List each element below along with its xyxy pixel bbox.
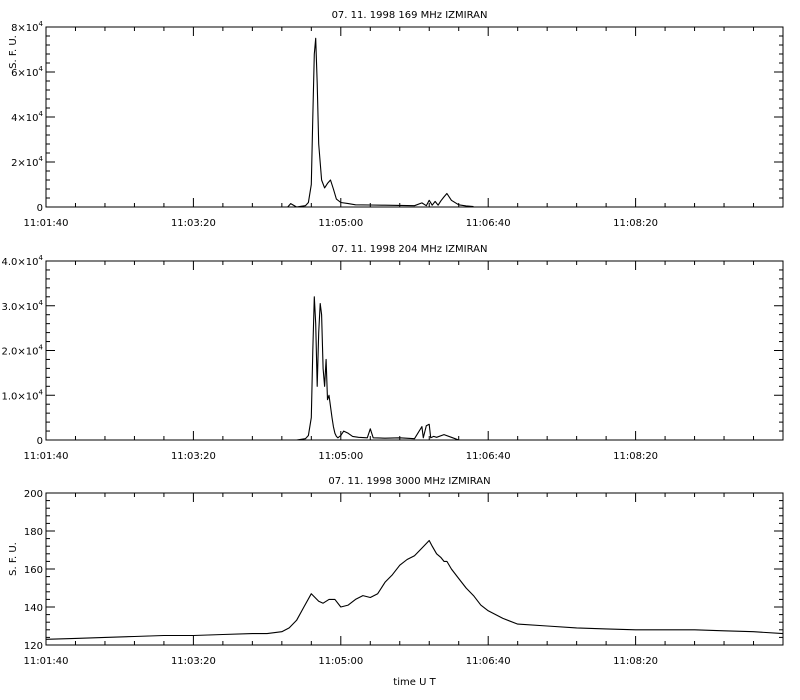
y-axis-label: S. F. U. bbox=[8, 35, 19, 69]
x-tick-label: 11:03:20 bbox=[171, 218, 216, 229]
y-tick-label: 120 bbox=[24, 641, 43, 652]
y-tick-label: 160 bbox=[24, 565, 43, 576]
plot-frame bbox=[45, 260, 784, 441]
chart-title: 07. 11. 1998 3000 MHz IZMIRAN bbox=[328, 476, 490, 487]
chart-title: 07. 11. 1998 169 MHz IZMIRAN bbox=[332, 10, 488, 21]
x-tick-label: 11:01:40 bbox=[24, 656, 69, 667]
y-tick-label: 0 bbox=[37, 436, 43, 447]
y-tick-label: 0 bbox=[37, 203, 43, 214]
chart-title: 07. 11. 1998 204 MHz IZMIRAN bbox=[332, 244, 488, 255]
x-tick-label: 11:08:20 bbox=[613, 656, 658, 667]
x-tick-label: 11:06:40 bbox=[466, 218, 511, 229]
x-tick-label: 11:08:20 bbox=[613, 218, 658, 229]
series-line bbox=[296, 296, 459, 441]
x-tick-label: 11:05:00 bbox=[318, 656, 363, 667]
plot-frame bbox=[45, 492, 784, 646]
x-tick-label: 11:05:00 bbox=[318, 451, 363, 462]
y-tick-label: 4×104 bbox=[11, 110, 43, 124]
y-tick-label: 140 bbox=[24, 603, 43, 614]
y-tick-label: 6×104 bbox=[11, 65, 43, 79]
x-tick-label: 11:01:40 bbox=[24, 218, 69, 229]
y-tick-label: 4.0×104 bbox=[2, 254, 44, 268]
panel-3: 07. 11. 1998 3000 MHz IZMIRAN 11:01:40 11:… bbox=[8, 476, 784, 688]
y-tick-label: 1.0×104 bbox=[2, 388, 44, 402]
y-tick-label: 2.0×104 bbox=[2, 344, 44, 358]
x-tick-label: 11:06:40 bbox=[466, 451, 511, 462]
panel-2: 07. 11. 1998 204 MHz IZMIRAN 11:01:40 11:0… bbox=[2, 244, 784, 462]
y-tick-label: 2×104 bbox=[11, 155, 43, 169]
y-axis-label: S. F. U. bbox=[8, 542, 19, 576]
y-tick-label: 200 bbox=[24, 489, 43, 500]
x-tick-label: 11:03:20 bbox=[171, 451, 216, 462]
x-tick-label: 11:01:40 bbox=[24, 451, 69, 462]
y-tick-label: 8×104 bbox=[11, 20, 43, 34]
x-tick-label: 11:05:00 bbox=[318, 218, 363, 229]
x-axis-label: time U T bbox=[393, 677, 436, 688]
y-tick-label: 180 bbox=[24, 527, 43, 538]
y-tick-label: 3.0×104 bbox=[2, 299, 44, 313]
x-tick-label: 11:08:20 bbox=[613, 451, 658, 462]
series-line bbox=[287, 37, 474, 208]
x-tick-label: 11:06:40 bbox=[466, 656, 511, 667]
series-line bbox=[45, 539, 784, 640]
panel-1: 07. 11. 1998 169 MHz IZMIRAN 11:01:40 11:0… bbox=[8, 10, 784, 229]
x-tick-label: 11:03:20 bbox=[171, 656, 216, 667]
plot-frame bbox=[45, 26, 784, 208]
